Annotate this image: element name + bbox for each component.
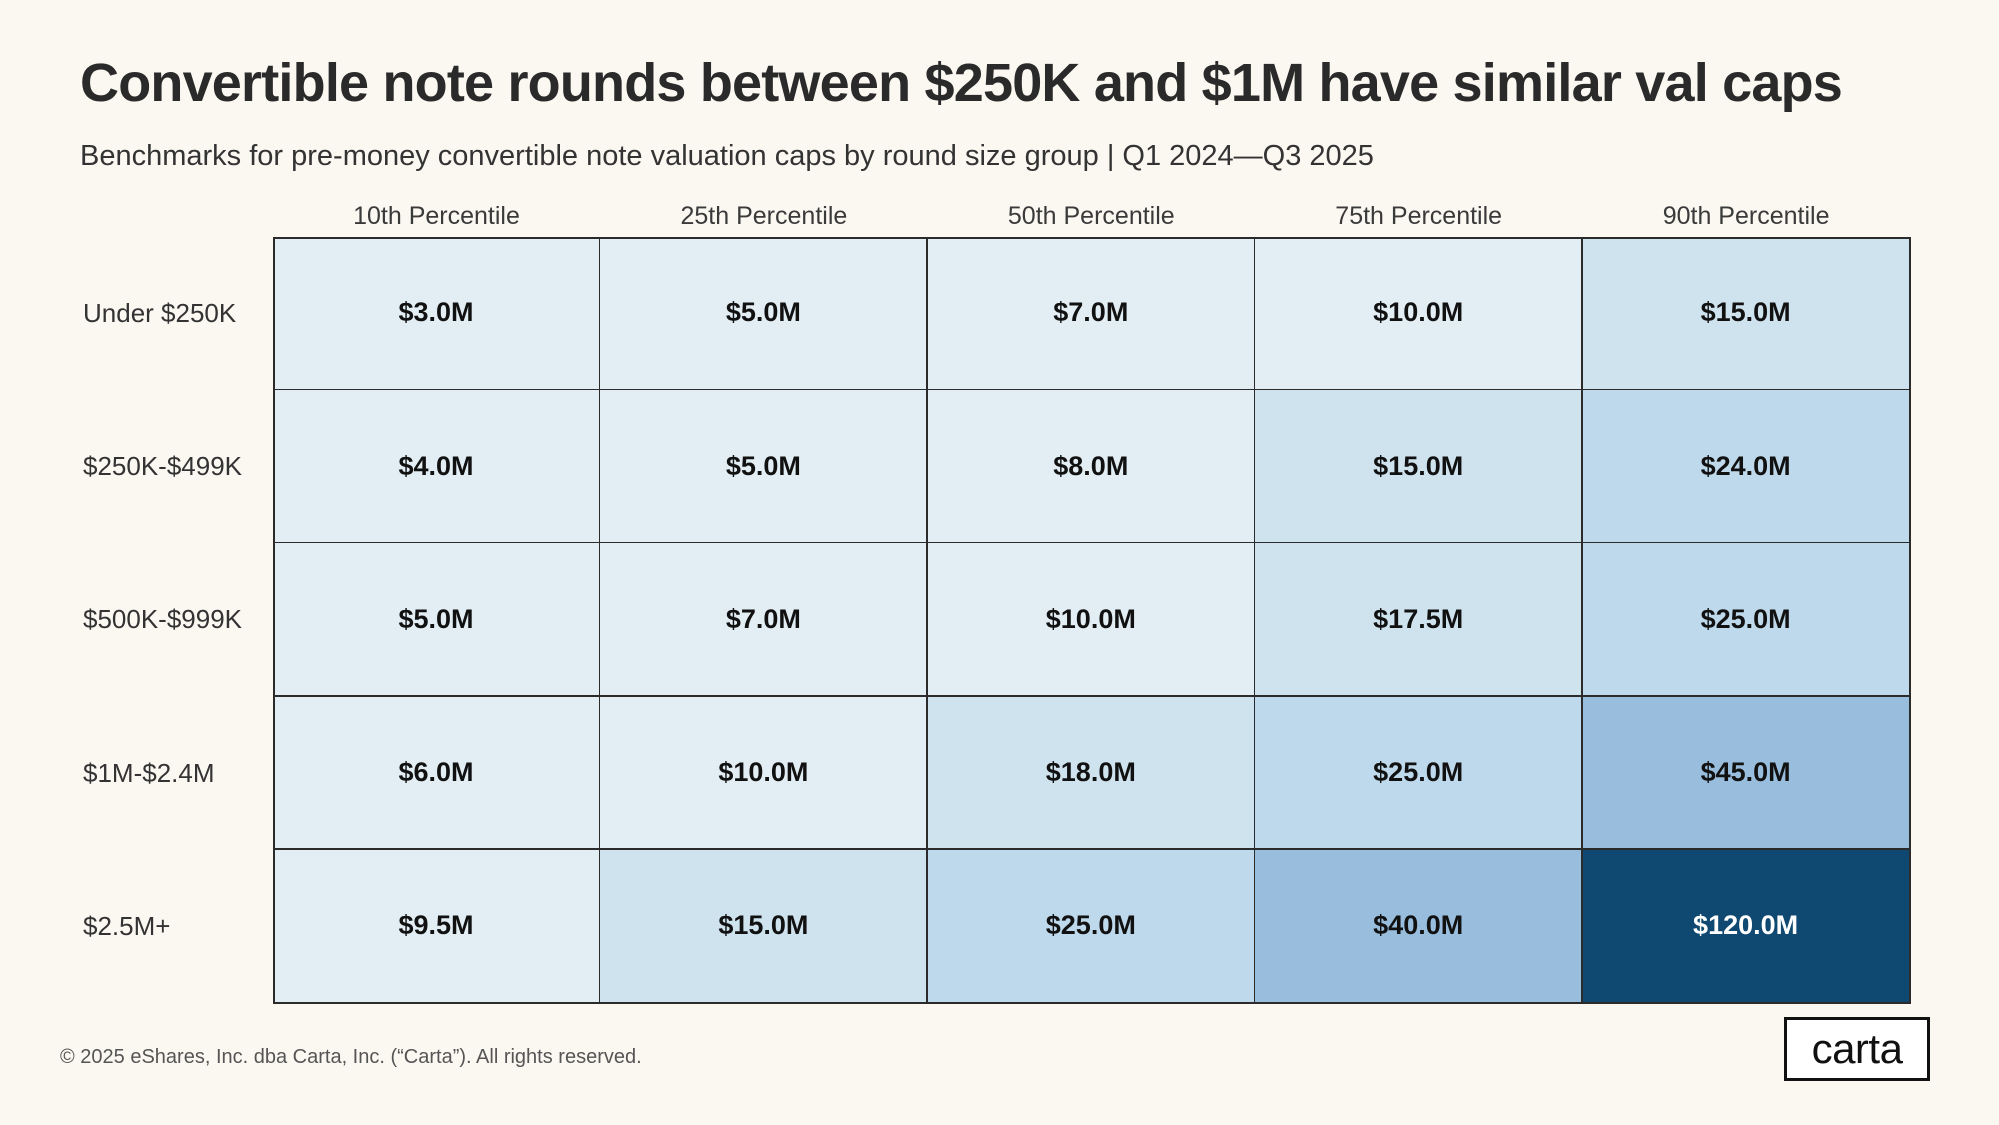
heatmap-cell: $3.0M [273, 237, 601, 391]
heatmap-cell: $45.0M [1582, 696, 1911, 851]
heatmap-cell: $18.0M [927, 696, 1256, 851]
chart-subtitle: Benchmarks for pre-money convertible not… [80, 140, 1374, 172]
heatmap-cell: $6.0M [273, 696, 601, 851]
heatmap-cell: $25.0M [1582, 543, 1911, 698]
heatmap-cell: $10.0M [600, 696, 929, 851]
row-label: $500K-$999K [83, 604, 243, 635]
column-header: 75th Percentile [1335, 202, 1503, 230]
heatmap-cell: $120.0M [1582, 849, 1911, 1004]
heatmap-cell: $7.0M [927, 237, 1256, 391]
heatmap-cell: $25.0M [927, 849, 1256, 1004]
row-label: Under $250K [83, 298, 237, 329]
heatmap-cell: $5.0M [273, 543, 601, 698]
row-label: $1M-$2.4M [83, 757, 215, 788]
column-header: 25th Percentile [680, 202, 848, 230]
column-header: 10th Percentile [353, 202, 520, 230]
heatmap-cell: $17.5M [1255, 543, 1584, 698]
carta-logo: carta [1784, 1017, 1930, 1081]
column-header: 90th Percentile [1662, 202, 1830, 230]
heatmap-cell: $8.0M [927, 390, 1256, 544]
column-header: 50th Percentile [1007, 202, 1175, 230]
row-label: $250K-$499K [83, 451, 243, 482]
heatmap-cell: $7.0M [600, 543, 929, 698]
heatmap-cell: $4.0M [273, 390, 601, 544]
chart-title: Convertible note rounds between $250K an… [80, 53, 1843, 113]
heatmap-cell: $25.0M [1255, 696, 1584, 851]
heatmap-cell: $10.0M [1255, 237, 1584, 391]
heatmap-cell: $40.0M [1255, 849, 1584, 1004]
heatmap-cell: $10.0M [927, 543, 1256, 698]
copyright-footer: © 2025 eShares, Inc. dba Carta, Inc. (“C… [60, 1046, 642, 1068]
heatmap-cell: $15.0M [1582, 237, 1911, 391]
heatmap-cell: $5.0M [600, 237, 929, 391]
heatmap-cell: $9.5M [273, 849, 601, 1004]
heatmap-cell: $15.0M [600, 849, 929, 1004]
heatmap-cell: $24.0M [1582, 390, 1911, 544]
heatmap-cell: $5.0M [600, 390, 929, 544]
heatmap-cell: $15.0M [1255, 390, 1584, 544]
row-label: $2.5M+ [83, 910, 171, 941]
